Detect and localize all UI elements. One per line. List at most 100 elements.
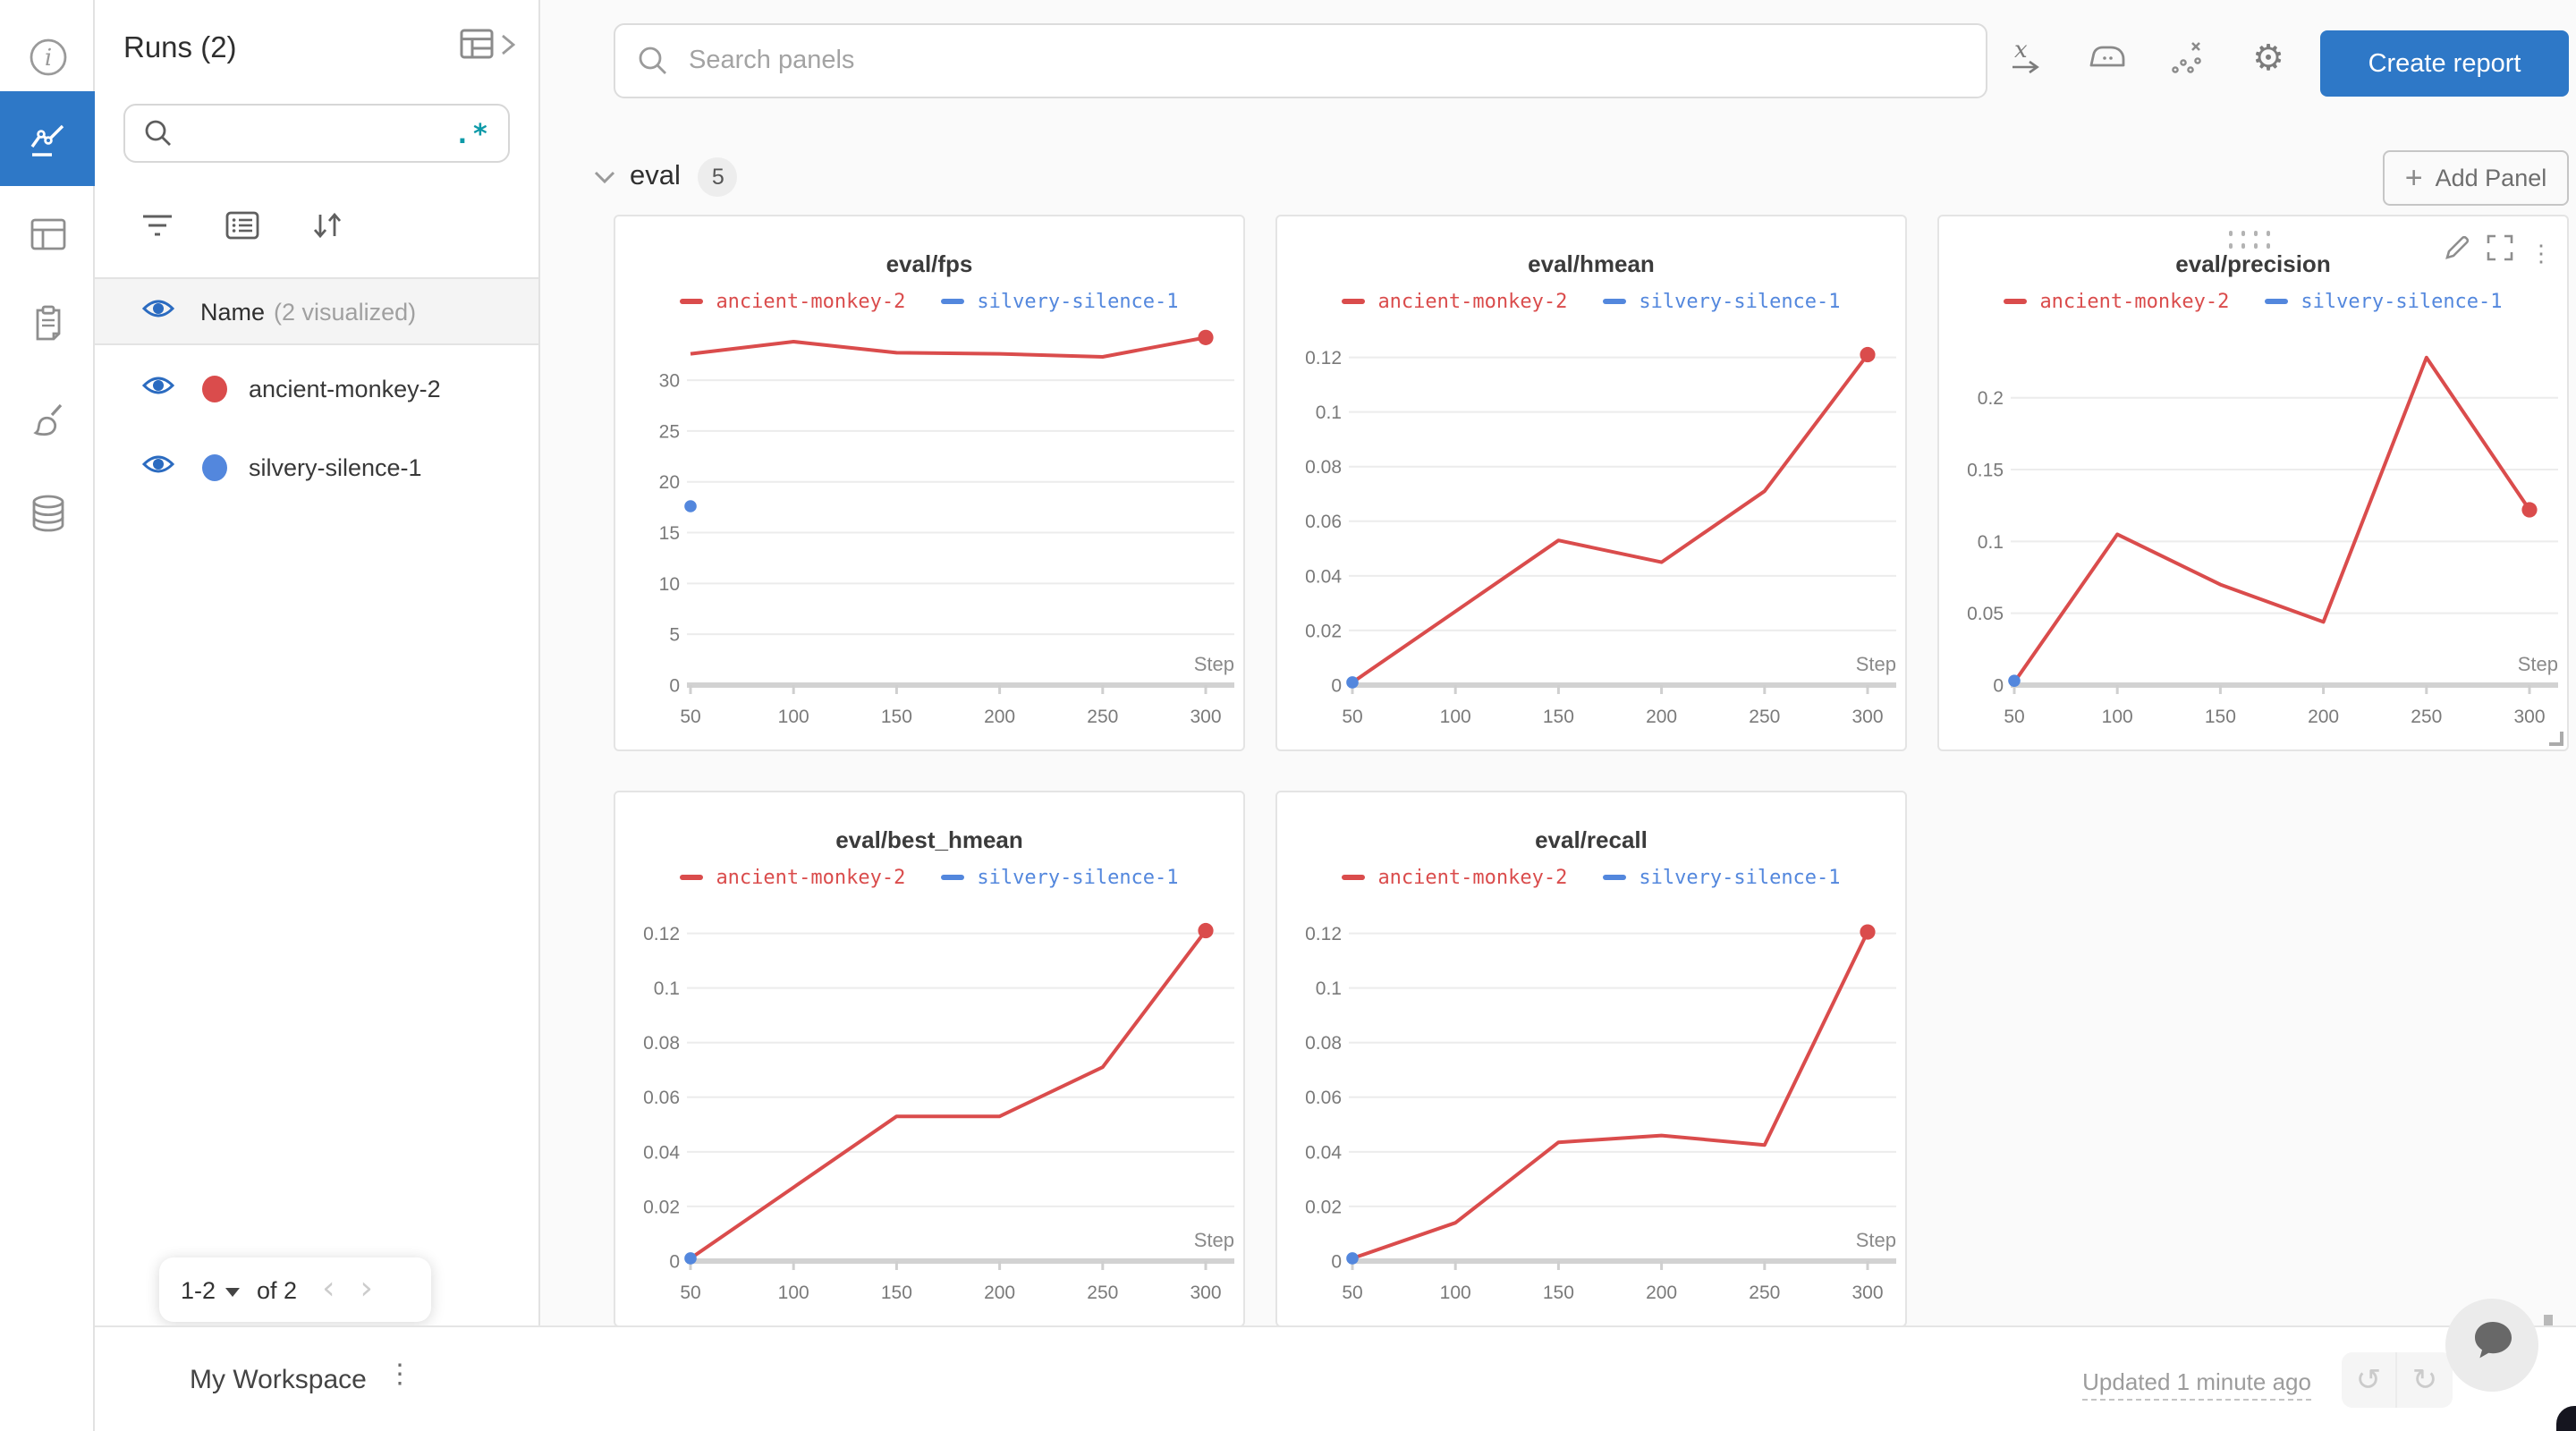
svg-text:300: 300	[1190, 1283, 1221, 1303]
legend-item[interactable]: silvery-silence-1	[941, 290, 1179, 313]
chart-panel-eval-hmean[interactable]: 0 0.02 0.04 0.06 0.08 0.1 0.12 50 100 150 200 250 30…	[1275, 215, 1907, 751]
svg-text:0.08: 0.08	[1305, 1033, 1342, 1054]
legend-item[interactable]: ancient-monkey-2	[680, 290, 905, 313]
sidebar-item-info[interactable]: i	[0, 18, 95, 97]
resize-handle[interactable]	[2549, 732, 2563, 746]
svg-text:0.08: 0.08	[643, 1033, 680, 1054]
smoothing-iron-icon[interactable]	[2086, 36, 2129, 79]
svg-text:50: 50	[1342, 1283, 1362, 1303]
chevron-right-icon	[499, 31, 517, 65]
svg-text:0.12: 0.12	[1305, 924, 1342, 944]
legend-item[interactable]: silvery-silence-1	[1603, 290, 1841, 313]
clipboard-icon	[26, 301, 69, 343]
legend-item[interactable]: ancient-monkey-2	[2004, 290, 2229, 313]
sidebar-item-table[interactable]	[0, 195, 95, 274]
eye-icon[interactable]	[141, 297, 175, 326]
svg-text:Step: Step	[1856, 653, 1896, 675]
panel-search-input[interactable]	[685, 45, 1964, 77]
next-page-button[interactable]: ›	[360, 1270, 373, 1308]
svg-text:0.12: 0.12	[643, 924, 680, 944]
svg-text:0: 0	[1331, 675, 1342, 696]
chevron-down-icon[interactable]	[594, 170, 615, 184]
legend-item[interactable]: silvery-silence-1	[2265, 290, 2503, 313]
legend-item[interactable]: ancient-monkey-2	[1342, 866, 1567, 889]
sort-icon[interactable]	[311, 211, 343, 249]
page-range[interactable]: 1-2	[181, 1276, 216, 1303]
sidebar-item-charts[interactable]	[0, 91, 95, 186]
run-row-ancient-monkey-2[interactable]: ancient-monkey-2	[95, 352, 538, 424]
x-axis-icon[interactable]: x	[2005, 36, 2048, 79]
panel-menu-kebab-icon[interactable]: ⋮	[2529, 239, 2553, 266]
panel-grid: 0 5 10 15 20 25 30 50 100 150 200 250 300 Step eval/fp…	[614, 215, 2569, 1325]
svg-text:200: 200	[1646, 1283, 1677, 1303]
legend-item[interactable]: ancient-monkey-2	[1342, 290, 1567, 313]
runs-header: Runs (2)	[123, 21, 517, 75]
svg-text:50: 50	[680, 1283, 700, 1303]
eye-icon[interactable]	[141, 374, 175, 402]
updated-timestamp[interactable]: Updated 1 minute ago	[2082, 1368, 2311, 1401]
chart-panel-eval-precision[interactable]: 0 0.05 0.1 0.15 0.2 50 100 150 200 250 300 Step eval…	[1937, 215, 2569, 751]
chart-title: eval/recall	[1535, 826, 1648, 853]
run-color-dot[interactable]	[202, 453, 227, 480]
chart-panel-eval-fps[interactable]: 0 5 10 15 20 25 30 50 100 150 200 250 300 Step eval/fp…	[614, 215, 1245, 751]
intercom-corner	[2556, 1406, 2576, 1431]
svg-text:150: 150	[1543, 1283, 1574, 1303]
chart-legend: ancient-monkey-2 silvery-silence-1	[1277, 866, 1905, 889]
eye-icon[interactable]	[141, 453, 175, 481]
run-color-dot[interactable]	[202, 375, 227, 402]
runs-search-input[interactable]	[188, 118, 454, 148]
legend-item[interactable]: ancient-monkey-2	[680, 866, 905, 889]
sidebar-item-artifacts[interactable]	[0, 474, 95, 553]
workspace-menu-kebab-icon[interactable]: ⋮	[386, 1359, 413, 1390]
run-name[interactable]: silvery-silence-1	[249, 453, 422, 480]
runs-name-header[interactable]: Name (2 visualized)	[95, 277, 538, 345]
section-header-eval: eval 5 + Add Panel	[594, 149, 2569, 205]
chat-fab-button[interactable]	[2445, 1299, 2538, 1392]
sidebar-item-logs[interactable]	[0, 283, 95, 361]
chart-panel-eval-recall[interactable]: 0 0.02 0.04 0.06 0.08 0.1 0.12 50 100 150 200 250 30…	[1275, 791, 1907, 1325]
prev-page-button[interactable]: ‹	[322, 1270, 335, 1308]
sidebar-item-sweeps[interactable]	[0, 381, 95, 460]
svg-text:250: 250	[1087, 707, 1118, 727]
legend-item[interactable]: silvery-silence-1	[941, 866, 1179, 889]
drag-handle-icon[interactable]	[2228, 231, 2278, 256]
outlier-removal-icon[interactable]	[2166, 36, 2209, 79]
edit-panel-icon[interactable]	[2444, 234, 2470, 270]
section-title[interactable]: eval	[630, 161, 681, 191]
undo-icon: ↺	[2355, 1362, 2382, 1398]
add-panel-button[interactable]: + Add Panel	[2383, 149, 2569, 205]
scrollbar-thumb[interactable]	[2544, 1315, 2553, 1325]
plus-icon: +	[2404, 160, 2423, 194]
svg-text:150: 150	[881, 707, 912, 727]
page-size-caret-icon[interactable]	[225, 1287, 240, 1296]
workspace-name[interactable]: My Workspace	[190, 1365, 367, 1395]
add-panel-label: Add Panel	[2435, 164, 2547, 191]
workspace-header: x ⚙ Create report	[540, 0, 2576, 125]
svg-text:0.02: 0.02	[643, 1197, 680, 1217]
runs-controls	[141, 211, 343, 249]
gear-icon[interactable]: ⚙	[2252, 36, 2284, 79]
create-report-button[interactable]: Create report	[2320, 30, 2569, 97]
svg-text:i: i	[44, 45, 51, 72]
info-icon: i	[26, 36, 69, 79]
run-row-silvery-silence-1[interactable]: silvery-silence-1	[95, 431, 538, 503]
legend-item[interactable]: silvery-silence-1	[1603, 866, 1841, 889]
legend-swatch	[941, 298, 965, 305]
svg-text:0: 0	[669, 1251, 680, 1272]
workspace-main: x ⚙ Create report eval 5 + Add Panel	[540, 0, 2576, 1325]
redo-button[interactable]: ↻	[2397, 1352, 2453, 1408]
run-name[interactable]: ancient-monkey-2	[249, 375, 441, 402]
legend-swatch	[1342, 874, 1366, 881]
chart-panel-eval-best-hmean[interactable]: 0 0.02 0.04 0.06 0.08 0.1 0.12 50 100 150 200 250 30…	[614, 791, 1245, 1325]
svg-text:x: x	[2014, 37, 2028, 64]
svg-text:250: 250	[1749, 707, 1780, 727]
group-list-icon[interactable]	[225, 211, 259, 249]
left-icon-rail: i	[0, 0, 95, 1431]
regex-toggle[interactable]: .*	[453, 117, 490, 149]
filter-icon[interactable]	[141, 212, 174, 248]
table-icon	[26, 213, 69, 256]
svg-text:0.15: 0.15	[1967, 460, 2004, 480]
undo-button[interactable]: ↺	[2342, 1352, 2397, 1408]
runs-table-toggle[interactable]	[460, 28, 517, 69]
fullscreen-icon[interactable]	[2487, 234, 2513, 270]
